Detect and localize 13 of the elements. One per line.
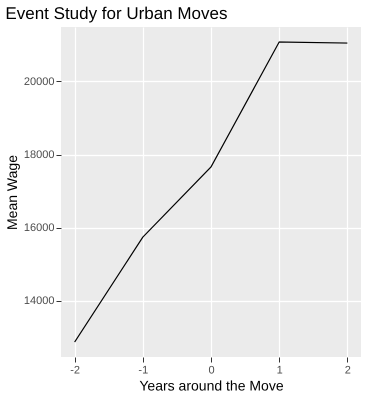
x-axis-title: Years around the Move <box>139 378 284 394</box>
x-tick-label: -2 <box>70 364 80 376</box>
y-tick-label: 14000 <box>24 295 54 308</box>
x-tick-label: -1 <box>138 364 148 376</box>
y-axis-title: Mean Wage <box>4 154 20 230</box>
x-tick-label: 1 <box>276 364 283 376</box>
line-series <box>74 41 348 343</box>
x-tick-label: 0 <box>208 364 215 376</box>
x-tick-label: 2 <box>344 364 351 376</box>
chart-title: Event Study for Urban Moves <box>5 4 228 23</box>
y-tick-label: 20000 <box>24 76 54 88</box>
y-tick-label: 18000 <box>24 149 54 162</box>
y-tick-label: 16000 <box>24 222 54 234</box>
